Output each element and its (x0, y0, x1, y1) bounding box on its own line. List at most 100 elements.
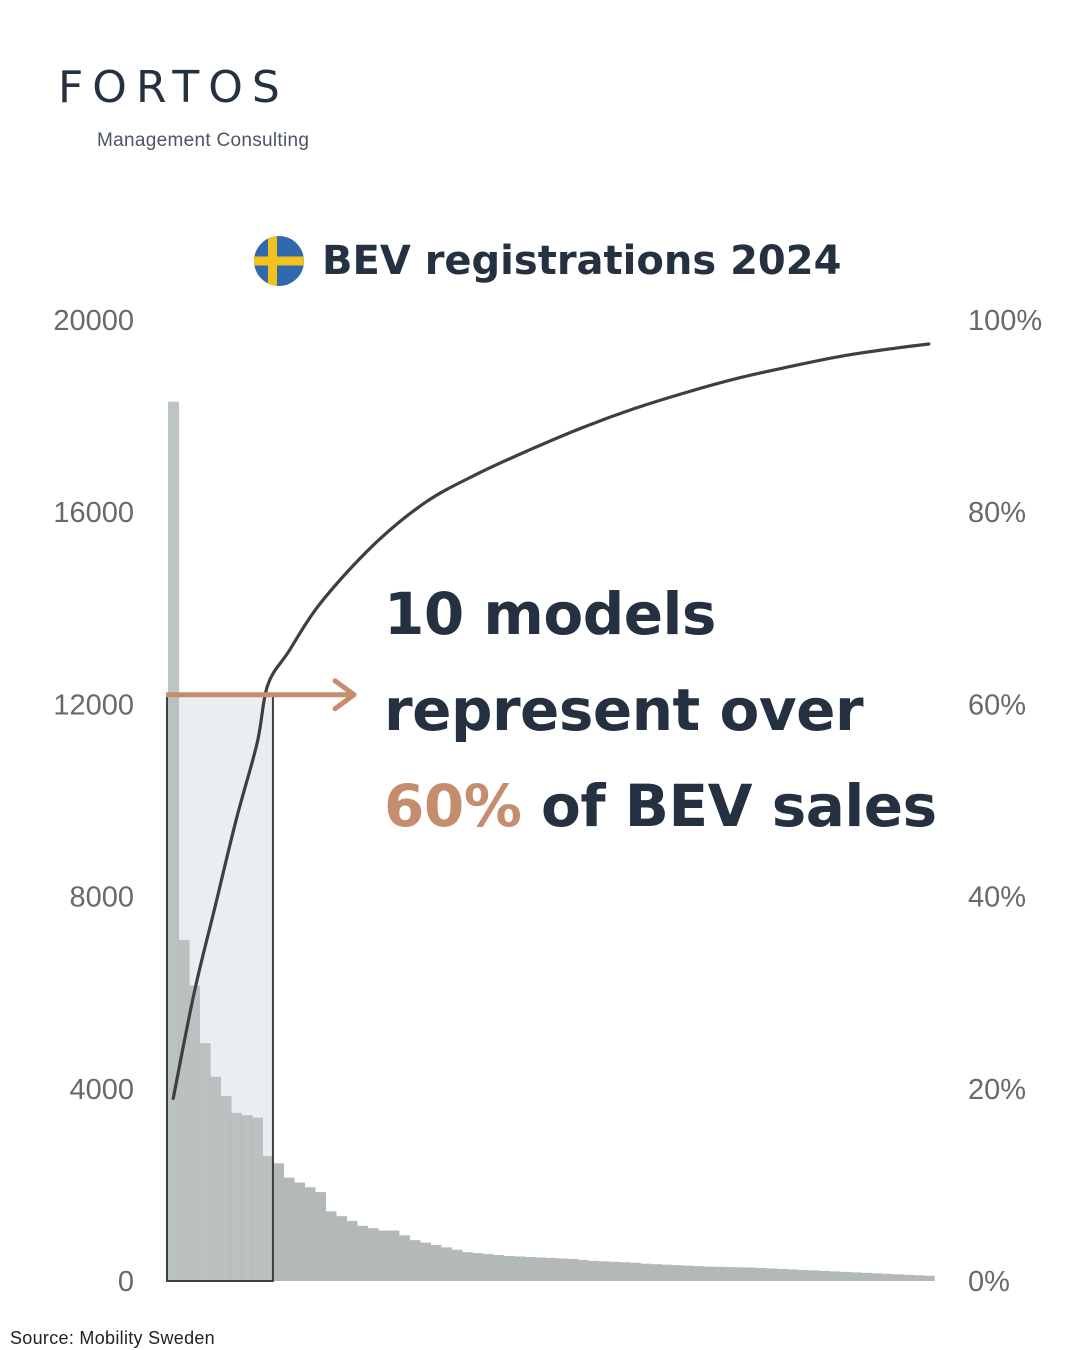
right-axis-tick-label: 40% (968, 882, 1026, 914)
bar (283, 1177, 295, 1281)
bar (871, 1273, 883, 1281)
left-axis-tick-label: 16000 (53, 497, 134, 529)
bar (472, 1253, 484, 1281)
left-axis-tick-label: 8000 (69, 882, 134, 914)
right-axis-tick-label: 100% (968, 305, 1042, 337)
bar (545, 1257, 557, 1281)
bar (776, 1268, 788, 1281)
bar (188, 985, 201, 1281)
bar (892, 1274, 904, 1281)
chart-title-text: BEV registrations 2024 (322, 238, 842, 284)
bar (850, 1272, 862, 1281)
annotation-line-3: 60% of BEV sales (384, 758, 937, 854)
bar (671, 1265, 683, 1281)
bar (388, 1230, 400, 1281)
bar (787, 1269, 799, 1281)
bar (262, 1156, 274, 1281)
bar (514, 1256, 526, 1281)
bar (640, 1263, 652, 1281)
annotation-line-2: represent over (384, 676, 864, 744)
bar (766, 1268, 778, 1281)
bar (493, 1255, 505, 1281)
bar (272, 1163, 285, 1281)
bar (346, 1220, 358, 1281)
bar (713, 1266, 725, 1281)
bar (168, 401, 180, 1281)
bar (440, 1247, 452, 1281)
bar (608, 1261, 620, 1281)
bar (818, 1270, 830, 1281)
brand-logo: FORTOS (58, 62, 289, 113)
annotation-line-1: 10 models (384, 580, 716, 648)
bar (829, 1271, 841, 1281)
left-axis-tick-label: 20000 (53, 305, 134, 337)
annotation-highlight: 60% (384, 772, 522, 840)
bar (661, 1264, 673, 1281)
left-axis-tick-label: 4000 (69, 1074, 134, 1106)
bar (178, 939, 190, 1281)
bar (535, 1257, 547, 1281)
bar (377, 1230, 389, 1281)
bar (797, 1269, 809, 1281)
bar (703, 1266, 715, 1281)
bar (839, 1271, 851, 1281)
bar (314, 1192, 326, 1281)
bar (724, 1267, 736, 1281)
bar (734, 1267, 746, 1281)
bar (482, 1254, 494, 1281)
bar (335, 1216, 347, 1281)
bar (419, 1242, 431, 1281)
annotation-callout: 10 models represent over 60% of BEV sale… (384, 566, 937, 854)
source-note: Source: Mobility Sweden (10, 1328, 215, 1348)
right-axis-tick-label: 20% (968, 1074, 1026, 1106)
right-axis-tick-label: 60% (968, 689, 1026, 721)
arrow-head (332, 678, 357, 712)
left-axis-tick-label: 12000 (53, 689, 134, 721)
bar (409, 1240, 421, 1281)
annotation-line-3-rest: of BEV sales (541, 772, 937, 840)
bar (577, 1259, 589, 1281)
bar (902, 1274, 914, 1281)
chart-title: BEV registrations 2024 (254, 236, 841, 286)
bar (220, 1096, 232, 1281)
right-axis-tick-label: 0% (968, 1266, 1010, 1298)
bar (524, 1256, 536, 1281)
bar (451, 1249, 463, 1281)
bar (682, 1265, 694, 1281)
cumulative-share-line (171, 342, 931, 1101)
bar (293, 1182, 306, 1281)
bar (241, 1115, 253, 1281)
bar (325, 1211, 337, 1281)
sweden-flag-icon (254, 236, 304, 286)
bar (503, 1256, 515, 1281)
left-axis-tick-label: 0 (118, 1266, 134, 1298)
brand-tagline: Management Consulting (97, 130, 310, 151)
bar (461, 1252, 473, 1281)
bar (430, 1244, 442, 1281)
bar (356, 1225, 368, 1281)
bar (566, 1258, 578, 1281)
bar (860, 1272, 872, 1281)
bar (587, 1260, 599, 1281)
bar (692, 1266, 704, 1281)
bar (808, 1270, 820, 1281)
bar (755, 1268, 767, 1281)
bar (619, 1262, 631, 1281)
bar (556, 1258, 568, 1281)
bar (209, 1076, 222, 1281)
bar (923, 1275, 935, 1281)
bar (304, 1187, 316, 1281)
bar (629, 1262, 641, 1281)
bar (367, 1228, 379, 1281)
bar (199, 1043, 211, 1281)
bar (745, 1267, 757, 1281)
right-axis-tick-label: 80% (968, 497, 1026, 529)
bar (650, 1264, 662, 1281)
bar (251, 1117, 264, 1281)
bar (398, 1235, 410, 1281)
bar (881, 1273, 893, 1281)
bar (913, 1275, 925, 1281)
bar (230, 1112, 243, 1281)
bar (598, 1261, 610, 1281)
